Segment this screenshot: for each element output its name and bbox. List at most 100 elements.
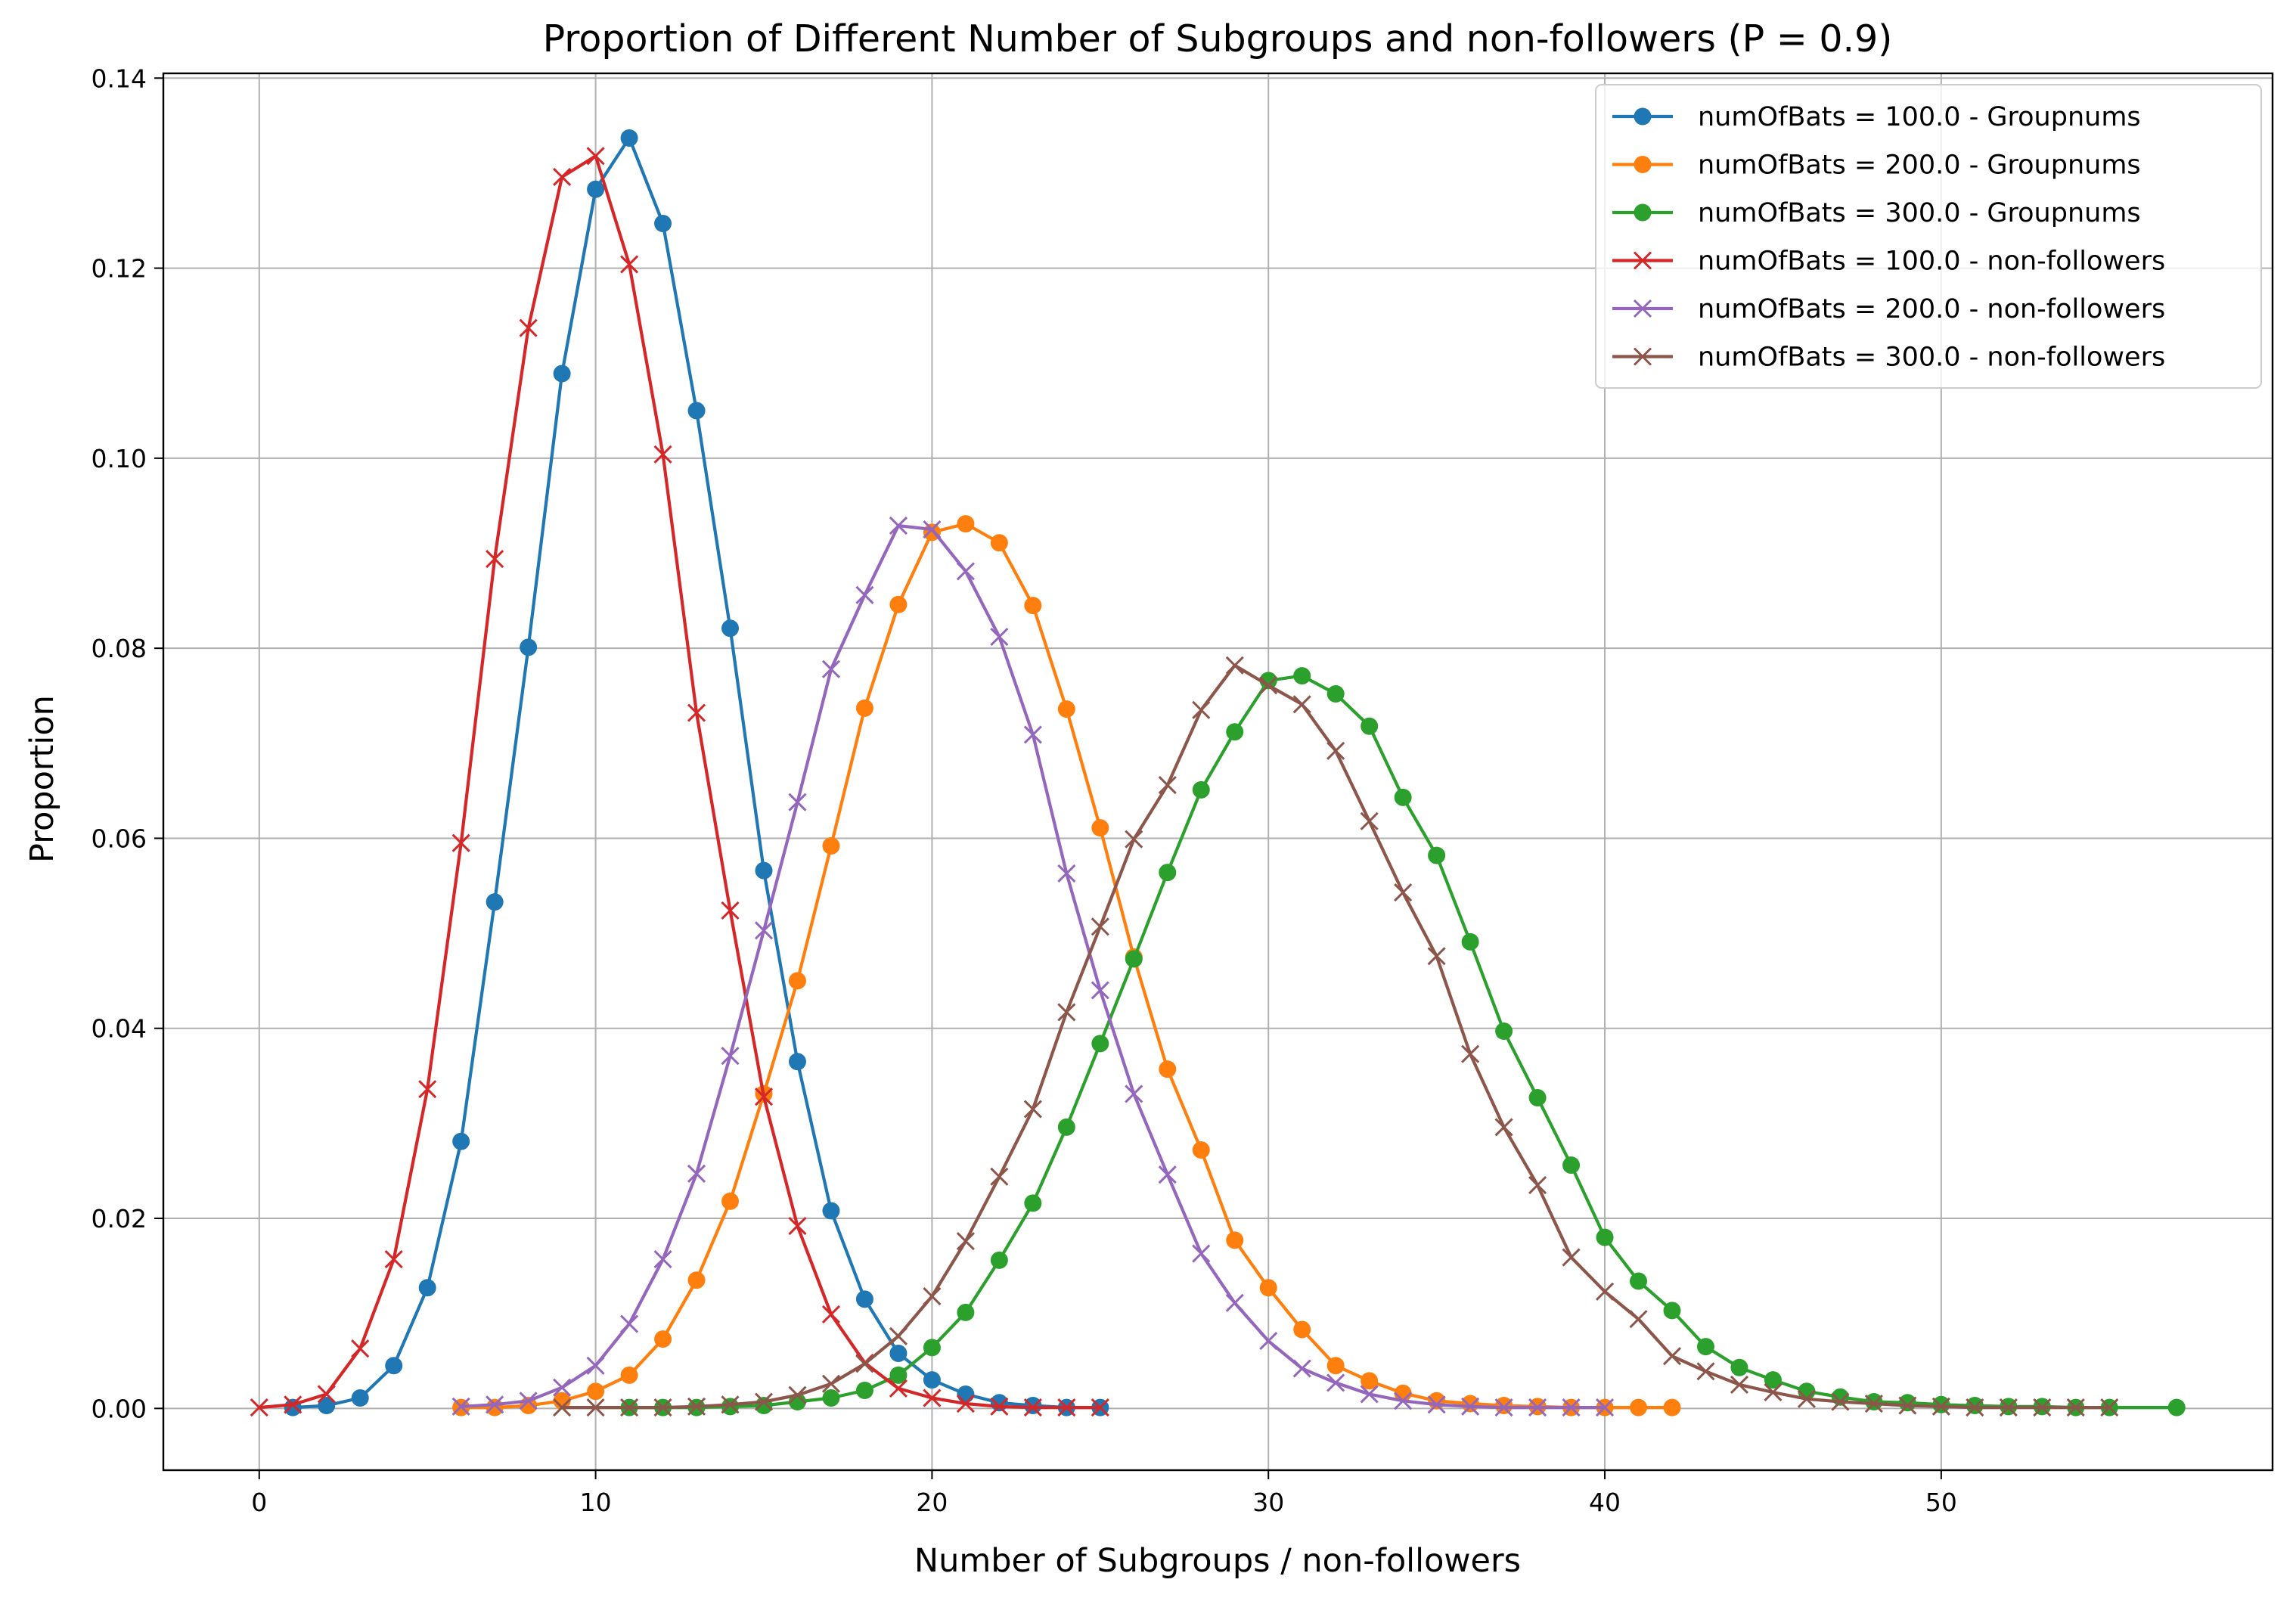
data-point: [754, 921, 774, 940]
legend-item: numOfBats = 300.0 - non-followers: [1612, 343, 2165, 373]
legend-label: numOfBats = 300.0 - Groupnums: [1698, 198, 2141, 228]
data-point: [1023, 725, 1042, 744]
data-point: [1024, 1397, 1042, 1415]
data-point: [923, 1389, 942, 1407]
x-tick-label: 40: [1589, 1488, 1621, 1517]
x-tick-label: 20: [916, 1488, 948, 1517]
legend-item: numOfBats = 300.0 - Groupnums: [1612, 198, 2141, 228]
data-point: [586, 1356, 605, 1375]
data-point: [620, 1366, 638, 1384]
plot-frame: [162, 72, 2274, 1472]
data-point: [1562, 1156, 1581, 1174]
data-point: [1226, 723, 1244, 741]
data-point: [1932, 1395, 1950, 1413]
data-point: [1293, 667, 1311, 685]
data-point: [1595, 1282, 1615, 1301]
legend-label: numOfBats = 100.0 - non-followers: [1698, 247, 2165, 277]
data-point: [351, 1389, 369, 1407]
data-point: [822, 1389, 840, 1407]
data-point: [1023, 1100, 1042, 1119]
data-point: [2100, 1398, 2119, 1417]
data-point: [990, 1251, 1008, 1269]
data-point: [1394, 788, 1412, 806]
data-point: [553, 1392, 571, 1410]
data-point: [889, 595, 908, 613]
data-point: [821, 1374, 841, 1393]
data-point: [553, 167, 572, 187]
series-group: [451, 517, 1615, 1417]
data-point: [1831, 1392, 1850, 1411]
data-point: [1898, 1394, 1916, 1412]
data-point: [855, 699, 873, 717]
data-point: [721, 619, 740, 638]
legend-label: numOfBats = 300.0 - non-followers: [1698, 343, 2165, 373]
data-point: [486, 1395, 504, 1414]
data-point: [957, 1385, 975, 1403]
data-point: [654, 215, 672, 233]
data-point: [889, 1344, 908, 1362]
data-point: [923, 1371, 941, 1389]
data-point: [1360, 1385, 1379, 1404]
data-point: [1192, 1244, 1211, 1263]
data-point: [620, 1314, 639, 1333]
data-point: [1326, 1373, 1345, 1392]
series-line: [257, 154, 1102, 1410]
data-point: [250, 1398, 268, 1417]
data-point: [486, 549, 504, 569]
data-point: [855, 1381, 873, 1399]
data-point: [990, 1394, 1008, 1412]
data-point: [1091, 981, 1109, 1000]
data-point: [721, 1192, 740, 1210]
data-point: [1428, 1392, 1446, 1410]
data-point: [889, 1379, 908, 1398]
data-point: [1495, 1022, 1513, 1041]
series-group: [250, 147, 1109, 1417]
data-point: [1024, 597, 1042, 615]
data-point: [1629, 1310, 1648, 1329]
data-point: [1158, 776, 1177, 795]
data-point: [990, 628, 1009, 647]
x-tick-label: 10: [580, 1488, 612, 1517]
data-point: [990, 1167, 1009, 1186]
data-point: [1091, 1035, 1109, 1053]
data-point: [1730, 1375, 1749, 1394]
data-point: [1360, 811, 1379, 830]
data-point: [855, 585, 874, 604]
data-point: [821, 659, 841, 678]
plot-series: [250, 129, 2186, 1417]
data-point: [1528, 1175, 1547, 1195]
data-point: [1931, 1397, 1950, 1416]
data-point: [2033, 1398, 2052, 1417]
data-point: [721, 1395, 740, 1414]
data-point: [1259, 672, 1277, 690]
data-point: [754, 1392, 774, 1411]
data-point: [2167, 1398, 2186, 1416]
data-point: [653, 1398, 672, 1417]
data-point: [822, 837, 840, 855]
data-point: [1361, 717, 1379, 735]
data-point: [1259, 1332, 1278, 1351]
legend-label: numOfBats = 200.0 - non-followers: [1698, 294, 2165, 324]
data-point: [1091, 917, 1109, 936]
data-point: [1057, 1398, 1076, 1417]
data-point: [1159, 1060, 1177, 1078]
data-point: [385, 1357, 403, 1375]
data-point: [1159, 864, 1177, 882]
data-point: [788, 1217, 807, 1236]
data-point: [486, 893, 504, 911]
data-point: [1663, 1398, 1681, 1416]
data-point: [586, 147, 605, 166]
data-point: [451, 1397, 470, 1416]
data-point: [1865, 1393, 1883, 1411]
y-axis-label: Proportion: [23, 695, 61, 863]
data-point: [317, 1385, 336, 1404]
data-point: [486, 1398, 504, 1416]
x-tick-label: 0: [251, 1488, 267, 1517]
legend-item: numOfBats = 200.0 - non-followers: [1612, 294, 2165, 324]
data-point: [687, 402, 706, 420]
data-point: [1192, 1141, 1210, 1159]
data-point: [1494, 1118, 1513, 1137]
data-point: [990, 1397, 1009, 1416]
data-point: [1797, 1389, 1816, 1408]
x-tick-label: 30: [1252, 1488, 1284, 1517]
